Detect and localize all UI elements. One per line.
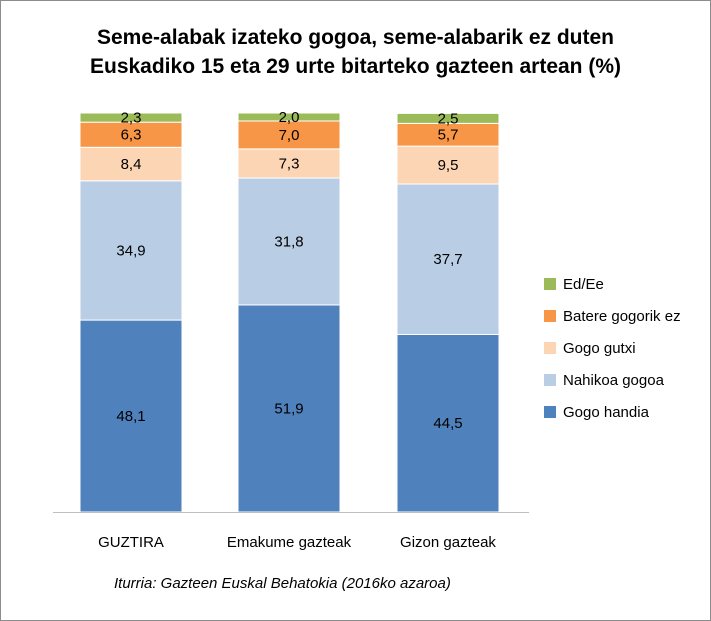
data-label-gizon-gazteak-ed-ee: 2,5 <box>438 110 459 127</box>
bar-guztira-ed-ee <box>79 112 183 123</box>
data-label-emakume-gazteak-gogo-handia: 51,9 <box>274 400 303 417</box>
legend-swatch-ed-ee <box>544 278 556 290</box>
data-label-guztira-gogo-gutxi: 8,4 <box>121 156 142 173</box>
data-label-guztira-nahikoa-gogoa: 34,9 <box>116 242 145 259</box>
bar-emakume-gazteak-ed-ee <box>237 112 341 122</box>
chart-title: Seme-alabak izateko gogoa, seme-alabarik… <box>1 23 710 81</box>
category-label-emakume-gazteak: Emakume gazteak <box>227 534 352 551</box>
chart-title-line-1: Seme-alabak izateko gogoa, seme-alabarik… <box>96 26 615 49</box>
data-label-gizon-gazteak-nahikoa-gogoa: 37,7 <box>433 251 462 268</box>
legend-swatch-gogo-handia <box>544 406 556 418</box>
data-label-guztira-ed-ee: 2,3 <box>121 110 142 127</box>
data-label-gizon-gazteak-gogo-handia: 44,5 <box>433 415 462 432</box>
legend-label-gogo-handia: Gogo handia <box>563 404 650 421</box>
data-label-emakume-gazteak-batere-gogorik-ez: 7,0 <box>279 127 300 144</box>
legend-label-batere-gogorik-ez: Batere gogorik ez <box>563 308 681 325</box>
bar-guztira-gogo-gutxi <box>79 146 183 182</box>
data-label-gizon-gazteak-batere-gogorik-ez: 5,7 <box>438 127 459 144</box>
bar-gizon-gazteak-gogo-handia <box>396 333 500 513</box>
bar-gizon-gazteak-ed-ee <box>396 112 500 124</box>
legend-swatch-nahikoa-gogoa <box>544 374 556 386</box>
data-label-guztira-gogo-handia: 48,1 <box>116 408 145 425</box>
category-label-gizon-gazteak: Gizon gazteak <box>400 534 496 551</box>
legend-label-gogo-gutxi: Gogo gutxi <box>563 340 636 357</box>
bar-gizon-gazteak-nahikoa-gogoa <box>396 183 500 335</box>
bar-guztira-nahikoa-gogoa <box>79 180 183 321</box>
chart-title-line-2: Euskadiko 15 eta 29 urte bitarteko gazte… <box>89 55 622 78</box>
bar-guztira-gogo-handia <box>79 319 183 513</box>
legend-swatch-gogo-gutxi <box>544 342 556 354</box>
legend-label-nahikoa-gogoa: Nahikoa gogoa <box>563 372 665 389</box>
data-label-emakume-gazteak-nahikoa-gogoa: 31,8 <box>274 233 303 250</box>
category-label-guztira: GUZTIRA <box>98 534 164 551</box>
data-label-emakume-gazteak-ed-ee: 2,0 <box>279 109 300 126</box>
data-label-guztira-batere-gogorik-ez: 6,3 <box>121 127 142 144</box>
legend-swatch-batere-gogorik-ez <box>544 310 556 322</box>
source-note: Iturria: Gazteen Euskal Behatokia (2016k… <box>114 575 451 592</box>
bar-emakume-gazteak-gogo-gutxi <box>237 148 341 179</box>
data-label-gizon-gazteak-gogo-gutxi: 9,5 <box>438 157 459 174</box>
data-label-emakume-gazteak-gogo-gutxi: 7,3 <box>279 155 300 172</box>
legend-label-ed-ee: Ed/Ee <box>563 276 604 293</box>
bar-emakume-gazteak-batere-gogorik-ez <box>237 120 341 150</box>
bar-gizon-gazteak-gogo-gutxi <box>396 145 500 185</box>
